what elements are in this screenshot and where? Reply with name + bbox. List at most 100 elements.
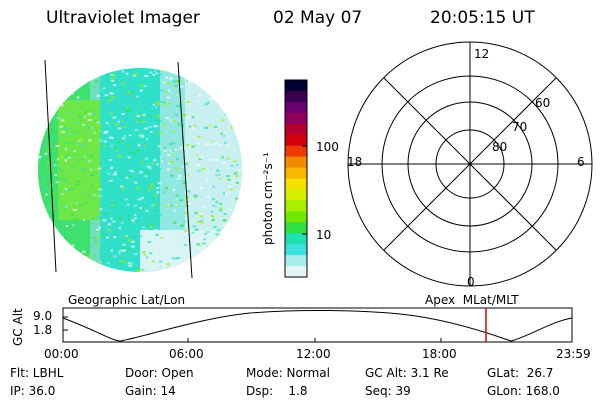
texture-dot xyxy=(156,245,160,248)
texture-dot xyxy=(58,267,61,270)
texture-dot xyxy=(127,214,130,217)
texture-dot xyxy=(209,98,213,101)
texture-dot xyxy=(102,232,105,235)
texture-dot xyxy=(60,155,65,158)
texture-dot xyxy=(132,235,136,238)
texture-dot xyxy=(139,171,144,174)
texture-dot xyxy=(44,152,48,155)
texture-dot xyxy=(139,268,143,271)
texture-dot xyxy=(200,155,205,158)
texture-dot xyxy=(191,116,195,119)
texture-dot xyxy=(54,170,57,173)
texture-dot xyxy=(151,162,154,165)
texture-dot xyxy=(108,179,113,182)
texture-dot xyxy=(209,254,213,257)
texture-dot xyxy=(175,253,180,256)
texture-dot xyxy=(209,268,212,271)
texture-dot xyxy=(97,126,102,129)
texture-dot xyxy=(200,231,203,234)
texture-dot xyxy=(71,166,76,168)
texture-dot xyxy=(199,215,204,218)
texture-dot xyxy=(109,110,114,113)
texture-dot xyxy=(221,92,226,95)
texture-dot xyxy=(162,103,167,106)
texture-dot xyxy=(50,68,53,71)
texture-dot xyxy=(125,176,129,179)
texture-dot xyxy=(154,118,157,121)
colorbar-segment xyxy=(285,90,307,103)
texture-dot xyxy=(122,104,127,107)
texture-dot xyxy=(148,167,152,170)
texture-dot xyxy=(98,260,102,263)
texture-dot xyxy=(229,177,233,180)
texture-dot xyxy=(108,80,112,83)
texture-dot xyxy=(167,154,172,157)
texture-dot xyxy=(110,249,113,252)
texture-dot xyxy=(187,192,192,195)
texture-dot xyxy=(178,264,182,267)
texture-dot xyxy=(229,68,233,71)
texture-dot xyxy=(240,241,242,244)
texture-dot xyxy=(222,224,226,227)
texture-dot xyxy=(195,164,200,167)
texture-dot xyxy=(52,207,56,210)
texture-dot xyxy=(228,208,232,211)
texture-dot xyxy=(182,113,187,116)
texture-dot xyxy=(194,227,197,230)
texture-dot xyxy=(236,119,241,122)
texture-dot xyxy=(118,217,123,220)
texture-dot xyxy=(145,170,150,173)
texture-dot xyxy=(182,236,186,239)
texture-dot xyxy=(209,71,213,74)
texture-dot xyxy=(104,267,108,270)
texture-dot xyxy=(213,226,217,229)
texture-dot xyxy=(105,122,109,124)
texture-dot xyxy=(162,101,166,104)
colorbar-segment xyxy=(285,112,307,125)
texture-dot xyxy=(167,162,171,165)
texture-dot xyxy=(161,69,165,72)
texture-dot xyxy=(141,120,146,123)
status-door: Door: Open xyxy=(125,366,194,380)
texture-dot xyxy=(120,235,125,238)
texture-dot xyxy=(63,237,68,239)
texture-dot xyxy=(132,152,136,155)
texture-dot xyxy=(126,143,130,146)
texture-dot xyxy=(138,134,141,137)
texture-dot xyxy=(55,125,60,128)
texture-dot xyxy=(172,118,176,121)
texture-dot xyxy=(234,115,239,118)
texture-dot xyxy=(210,210,213,213)
texture-dot xyxy=(179,85,184,88)
texture-dot xyxy=(121,113,125,115)
texture-dot xyxy=(241,245,242,248)
texture-dot xyxy=(107,262,110,265)
texture-dot xyxy=(222,162,226,165)
texture-dot xyxy=(192,225,197,228)
texture-dot xyxy=(186,144,190,147)
texture-dot xyxy=(137,198,142,201)
texture-dot xyxy=(129,157,132,160)
texture-dot xyxy=(110,204,114,207)
texture-dot xyxy=(91,109,95,112)
texture-dot xyxy=(85,232,89,235)
texture-dot xyxy=(159,89,164,92)
texture-dot xyxy=(164,149,168,151)
texture-dot xyxy=(82,219,86,221)
texture-dot xyxy=(212,94,217,97)
texture-dot xyxy=(70,244,75,247)
texture-dot xyxy=(98,195,103,198)
texture-dot xyxy=(166,96,171,99)
texture-dot xyxy=(182,181,187,184)
texture-dot xyxy=(155,138,159,141)
texture-dot xyxy=(61,130,65,133)
texture-dot xyxy=(200,221,204,224)
texture-dot xyxy=(50,145,54,148)
texture-dot xyxy=(97,204,100,207)
texture-dot xyxy=(177,123,181,126)
texture-dot xyxy=(127,203,130,206)
texture-dot xyxy=(218,177,221,180)
texture-dot xyxy=(139,89,143,92)
texture-dot xyxy=(103,91,107,94)
texture-dot xyxy=(58,137,61,139)
